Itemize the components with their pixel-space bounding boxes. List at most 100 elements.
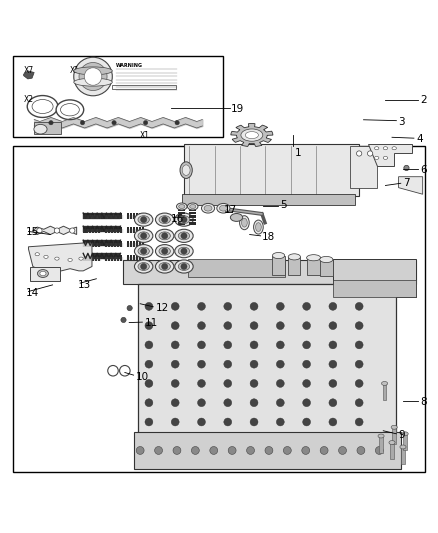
FancyBboxPatch shape <box>13 146 425 472</box>
FancyBboxPatch shape <box>111 213 116 219</box>
FancyBboxPatch shape <box>34 122 61 134</box>
FancyBboxPatch shape <box>102 240 106 246</box>
Ellipse shape <box>245 132 258 139</box>
Ellipse shape <box>255 223 261 231</box>
Circle shape <box>181 216 187 223</box>
FancyBboxPatch shape <box>189 208 196 211</box>
Circle shape <box>175 120 179 125</box>
Circle shape <box>224 302 232 310</box>
Circle shape <box>303 399 311 407</box>
FancyBboxPatch shape <box>111 255 113 261</box>
FancyBboxPatch shape <box>178 215 185 218</box>
FancyBboxPatch shape <box>178 222 185 225</box>
FancyBboxPatch shape <box>136 255 138 261</box>
FancyBboxPatch shape <box>116 240 120 246</box>
Circle shape <box>145 322 153 329</box>
FancyBboxPatch shape <box>127 227 129 233</box>
FancyBboxPatch shape <box>178 208 185 211</box>
Ellipse shape <box>241 129 263 141</box>
Circle shape <box>276 379 284 387</box>
Ellipse shape <box>138 216 149 223</box>
Circle shape <box>145 341 153 349</box>
Circle shape <box>355 322 363 329</box>
FancyBboxPatch shape <box>141 213 144 219</box>
Circle shape <box>171 399 179 407</box>
Circle shape <box>404 165 409 171</box>
FancyBboxPatch shape <box>130 213 132 219</box>
Ellipse shape <box>155 229 174 243</box>
Circle shape <box>155 447 162 455</box>
FancyBboxPatch shape <box>184 144 359 197</box>
Circle shape <box>224 399 232 407</box>
Text: 19: 19 <box>231 104 244 114</box>
Polygon shape <box>368 144 412 166</box>
Circle shape <box>355 379 363 387</box>
FancyBboxPatch shape <box>138 284 396 433</box>
FancyBboxPatch shape <box>105 255 107 261</box>
Circle shape <box>276 399 284 407</box>
Circle shape <box>49 120 53 125</box>
Ellipse shape <box>74 67 112 75</box>
Circle shape <box>162 248 168 254</box>
FancyBboxPatch shape <box>88 240 92 246</box>
Circle shape <box>171 341 179 349</box>
Circle shape <box>276 341 284 349</box>
Ellipse shape <box>155 245 174 258</box>
Ellipse shape <box>288 254 300 260</box>
Ellipse shape <box>35 253 39 256</box>
FancyBboxPatch shape <box>111 253 116 260</box>
Circle shape <box>108 366 118 376</box>
FancyBboxPatch shape <box>98 255 100 261</box>
Circle shape <box>181 248 187 254</box>
FancyBboxPatch shape <box>114 241 116 247</box>
Circle shape <box>141 216 147 223</box>
Text: 5: 5 <box>280 200 287 210</box>
Circle shape <box>224 379 232 387</box>
Circle shape <box>224 418 232 426</box>
FancyBboxPatch shape <box>111 227 113 233</box>
FancyBboxPatch shape <box>127 241 129 247</box>
FancyBboxPatch shape <box>182 194 355 205</box>
FancyBboxPatch shape <box>189 212 196 214</box>
FancyBboxPatch shape <box>95 213 97 219</box>
Circle shape <box>136 447 144 455</box>
Text: 7: 7 <box>403 178 410 188</box>
FancyBboxPatch shape <box>86 255 88 261</box>
FancyBboxPatch shape <box>102 253 106 260</box>
FancyBboxPatch shape <box>178 212 185 214</box>
FancyBboxPatch shape <box>92 213 97 219</box>
Text: 9: 9 <box>399 430 405 440</box>
Circle shape <box>145 399 153 407</box>
FancyBboxPatch shape <box>111 213 113 219</box>
Text: WARNING: WARNING <box>116 63 143 68</box>
Ellipse shape <box>402 432 408 436</box>
FancyBboxPatch shape <box>83 213 85 219</box>
FancyBboxPatch shape <box>92 241 94 247</box>
FancyBboxPatch shape <box>333 280 416 297</box>
Text: 18: 18 <box>262 232 275 242</box>
FancyBboxPatch shape <box>189 215 196 218</box>
FancyBboxPatch shape <box>127 255 129 261</box>
FancyBboxPatch shape <box>88 253 92 260</box>
Ellipse shape <box>383 156 388 159</box>
FancyBboxPatch shape <box>83 240 88 246</box>
Ellipse shape <box>27 95 58 117</box>
FancyBboxPatch shape <box>102 226 106 232</box>
Circle shape <box>198 399 205 407</box>
FancyBboxPatch shape <box>133 227 135 233</box>
FancyBboxPatch shape <box>134 432 401 469</box>
Ellipse shape <box>307 255 321 261</box>
Circle shape <box>198 322 205 329</box>
Circle shape <box>367 151 373 156</box>
Circle shape <box>210 447 218 455</box>
FancyBboxPatch shape <box>130 227 132 233</box>
Ellipse shape <box>217 204 230 213</box>
Circle shape <box>250 360 258 368</box>
FancyBboxPatch shape <box>379 436 383 453</box>
Circle shape <box>54 228 60 233</box>
FancyBboxPatch shape <box>320 260 333 276</box>
FancyBboxPatch shape <box>112 85 176 88</box>
Ellipse shape <box>400 445 406 449</box>
Circle shape <box>302 447 310 455</box>
Circle shape <box>329 322 337 329</box>
